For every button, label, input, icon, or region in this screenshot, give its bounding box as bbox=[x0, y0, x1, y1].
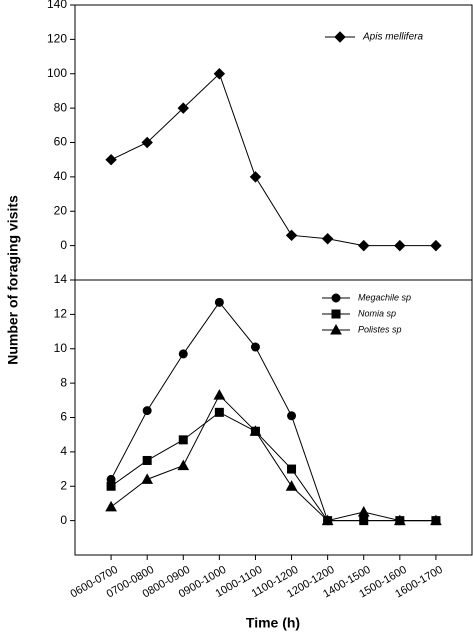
x-axis-label: Time (h) bbox=[246, 615, 300, 631]
y-tick-label: 60 bbox=[54, 135, 68, 149]
data-point bbox=[249, 171, 262, 183]
series-line bbox=[110, 301, 436, 522]
data-point bbox=[214, 407, 224, 417]
data-point bbox=[394, 239, 406, 252]
y-tick-label: 40 bbox=[54, 169, 68, 183]
data-point bbox=[141, 473, 154, 484]
y-tick-label: 140 bbox=[47, 0, 67, 11]
legend-label: Nomia sp bbox=[358, 308, 396, 318]
series-line bbox=[110, 411, 436, 522]
y-axis-label: Number of foraging visits bbox=[5, 195, 21, 365]
legend-marker bbox=[334, 31, 346, 43]
data-point bbox=[321, 233, 334, 245]
data-point bbox=[213, 389, 226, 400]
data-point bbox=[142, 406, 152, 416]
y-tick-label: 14 bbox=[54, 272, 68, 286]
legend-marker bbox=[331, 293, 341, 303]
data-point bbox=[249, 425, 262, 436]
data-point bbox=[141, 136, 153, 149]
data-point bbox=[214, 297, 224, 307]
y-tick-label: 100 bbox=[47, 66, 67, 80]
data-point bbox=[287, 464, 297, 474]
data-point bbox=[105, 500, 117, 512]
legend-label: Apis mellifera bbox=[362, 32, 423, 43]
data-point bbox=[430, 514, 442, 526]
y-tick-label: 4 bbox=[60, 444, 67, 458]
data-point bbox=[142, 455, 152, 465]
y-tick-label: 8 bbox=[60, 375, 67, 389]
data-point bbox=[285, 229, 298, 242]
data-point bbox=[321, 514, 334, 526]
data-point bbox=[358, 239, 370, 252]
data-point bbox=[357, 506, 370, 517]
legend-marker bbox=[331, 309, 341, 319]
data-point bbox=[105, 153, 117, 166]
data-point bbox=[393, 514, 406, 526]
data-point bbox=[177, 102, 189, 114]
data-point bbox=[287, 411, 297, 421]
data-point bbox=[359, 516, 369, 526]
data-point bbox=[250, 342, 260, 352]
series-line bbox=[110, 394, 436, 522]
y-tick-label: 120 bbox=[47, 32, 67, 46]
data-point bbox=[106, 481, 116, 491]
legend-label: Megachile sp bbox=[358, 292, 411, 302]
legend-marker bbox=[330, 323, 342, 335]
y-tick-label: 12 bbox=[54, 307, 68, 321]
y-tick-label: 2 bbox=[60, 478, 67, 492]
y-tick-label: 0 bbox=[60, 238, 67, 252]
y-tick-label: 0 bbox=[60, 513, 67, 527]
data-point bbox=[430, 239, 442, 252]
data-point bbox=[213, 68, 226, 80]
data-point bbox=[178, 349, 188, 359]
y-tick-label: 80 bbox=[54, 100, 68, 114]
y-tick-label: 6 bbox=[60, 410, 67, 424]
data-point bbox=[178, 435, 188, 445]
data-point bbox=[285, 480, 298, 491]
y-tick-label: 20 bbox=[54, 203, 68, 217]
y-tick-label: 10 bbox=[54, 341, 68, 355]
data-point bbox=[177, 459, 190, 471]
legend-label: Polistes sp bbox=[358, 324, 402, 334]
series-line bbox=[110, 72, 436, 247]
